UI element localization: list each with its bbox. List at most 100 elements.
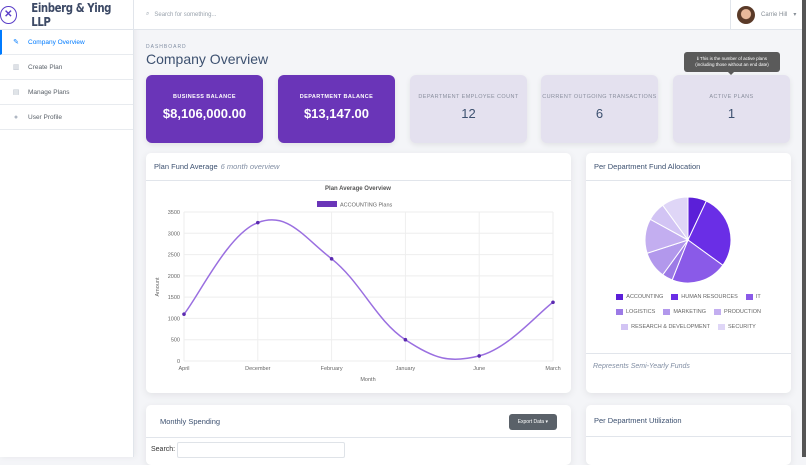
x-tick-label: March	[545, 366, 560, 372]
brand-name: Einberg & Ying LLP	[30, 0, 111, 29]
utilization-card: Per Department Utilization	[586, 405, 791, 465]
sidebar-item-label: User Profile	[28, 113, 62, 121]
file-icon: ▤	[12, 89, 20, 96]
data-point	[329, 257, 334, 261]
card-subtitle: 6 month overview	[220, 162, 280, 171]
line-chart: Plan Average Overview ACCOUNTING Plans 0 50…	[155, 186, 561, 383]
legend-label: IT	[755, 294, 761, 300]
search-label: Search:	[151, 446, 176, 453]
y-axis-label: Amount	[155, 277, 161, 296]
legend-row: ACCOUNTING HUMAN RESOURCES IT	[586, 294, 791, 300]
stat-value: 6	[595, 106, 604, 121]
card-header: Plan Fund Average 6 month overview	[146, 153, 571, 181]
sidebar-item-label: Manage Plans	[28, 88, 70, 96]
card-header: Per Department Utilization	[586, 405, 791, 437]
search-icon: ⌕	[146, 11, 150, 17]
page-title: Company Overview	[146, 51, 269, 67]
stat-label: DEPARTMENT EMPLOYEE COUNT	[418, 94, 519, 100]
legend-row: LOGISTICS MARKETING PRODUCTION	[586, 309, 791, 315]
legend-swatch	[718, 324, 726, 330]
legend-label: ACCOUNTING	[626, 294, 664, 300]
legend-swatch	[616, 294, 624, 300]
data-point	[551, 300, 555, 305]
stat-value: $13,147.00	[303, 106, 370, 121]
avatar	[737, 5, 755, 24]
card-title: Plan Fund Average	[154, 162, 218, 171]
stat-value: 12	[461, 106, 476, 121]
y-tick-label: 1000	[168, 316, 180, 322]
sidebar-item-company-overview[interactable]: ✎ Company Overview	[0, 30, 133, 55]
y-tick-label: 2000	[168, 274, 180, 280]
legend-item[interactable]: ACCOUNTING	[616, 294, 663, 300]
legend-item[interactable]: SECURITY	[718, 324, 756, 330]
tooltip-line: ℹ This is the number of active plans	[697, 56, 767, 61]
scrollbar[interactable]	[802, 0, 806, 457]
fund-allocation-card: Per Department Fund Allocation ACCOUNTIN…	[586, 153, 791, 393]
legend-item[interactable]: LOGISTICS	[615, 309, 656, 315]
y-tick-label: 1500	[168, 295, 180, 301]
x-tick-label: April	[178, 366, 189, 372]
legend-item[interactable]: PRODUCTION	[714, 309, 761, 315]
sidebar: ✕ Einberg & Ying LLP ✎ Company Overview ▥…	[0, 0, 134, 457]
legend-swatch	[663, 309, 671, 315]
y-tick-label: 2500	[168, 253, 180, 259]
export-data-button[interactable]: Export Data ▾	[508, 414, 557, 430]
pie-slice	[687, 200, 732, 266]
legend-label: ACCOUNTING Plans	[340, 203, 393, 209]
stat-active-plans[interactable]: ACTIVE PLANS 1	[673, 75, 790, 143]
table-search-input[interactable]	[177, 442, 345, 458]
stat-value: 1	[727, 106, 736, 121]
columns-icon: ▥	[12, 64, 20, 71]
data-point	[182, 312, 186, 316]
y-tick-label: 0	[177, 359, 180, 365]
pie-slice	[662, 196, 689, 242]
stat-value: $8,106,000.00	[162, 106, 247, 121]
legend-label: LOGISTICS	[625, 309, 656, 315]
tooltip-line: (including those without an end date)	[695, 62, 769, 67]
card-title: Per Department Fund Allocation	[594, 162, 701, 171]
legend-swatch	[621, 324, 629, 330]
data-point	[477, 354, 482, 358]
legend-item[interactable]: IT	[745, 294, 761, 300]
page-subtitle: DASHBOARD	[146, 44, 187, 50]
y-tick-label: 3500	[168, 210, 180, 216]
search-input[interactable]: ⌕ Search for something...	[134, 11, 730, 18]
stat-outgoing-transactions: CURRENT OUTGOING TRANSACTIONS 6	[541, 75, 658, 143]
sidebar-item-create-plan[interactable]: ▥ Create Plan	[0, 55, 133, 80]
pie-slice	[671, 239, 724, 284]
topbar: ⌕ Search for something... Carrie Hill ▾	[134, 0, 802, 30]
card-title: Monthly Spending	[160, 416, 221, 426]
legend-item[interactable]: HUMAN RESOURCES	[671, 294, 738, 300]
data-point	[256, 220, 260, 225]
user-menu[interactable]: Carrie Hill ▾	[730, 0, 802, 30]
x-tick-label: February	[321, 366, 343, 372]
y-tick-label: 500	[171, 338, 180, 344]
pie-chart	[644, 196, 732, 284]
sidebar-item-manage-plans[interactable]: ▤ Manage Plans	[0, 80, 133, 105]
y-tick-label: 3000	[168, 231, 180, 237]
pencil-icon: ✎	[13, 39, 19, 46]
brand[interactable]: ✕ Einberg & Ying LLP	[0, 0, 133, 30]
legend-label: MARKETING	[673, 309, 707, 315]
card-header: Monthly Spending	[146, 405, 571, 438]
series-line	[183, 219, 554, 361]
sidebar-item-user-profile[interactable]: ● User Profile	[0, 105, 133, 130]
card-title: Per Department Utilization	[594, 416, 682, 425]
x-tick-label: January	[396, 366, 416, 372]
legend-item[interactable]: RESEARCH & DEVELOPMENT	[621, 324, 710, 330]
legend-label: RESEARCH & DEVELOPMENT	[631, 324, 711, 330]
stat-label: BUSINESS BALANCE	[173, 94, 236, 100]
x-axis-label: Month	[360, 377, 375, 383]
legend-item[interactable]: MARKETING	[663, 309, 706, 315]
stat-label: DEPARTMENT BALANCE	[299, 94, 374, 100]
search-placeholder: Search for something...	[154, 11, 217, 18]
caret-down-icon: ▾	[793, 12, 797, 18]
chart-title: Plan Average Overview	[325, 186, 391, 192]
legend-label: PRODUCTION	[724, 309, 762, 315]
legend-swatch	[745, 294, 753, 300]
plan-fund-average-card: Plan Fund Average 6 month overview Plan A…	[146, 153, 571, 393]
legend-swatch	[615, 309, 623, 315]
stat-label: ACTIVE PLANS	[709, 94, 754, 100]
legend-swatch	[317, 201, 337, 207]
legend-label: HUMAN RESOURCES	[681, 294, 738, 300]
